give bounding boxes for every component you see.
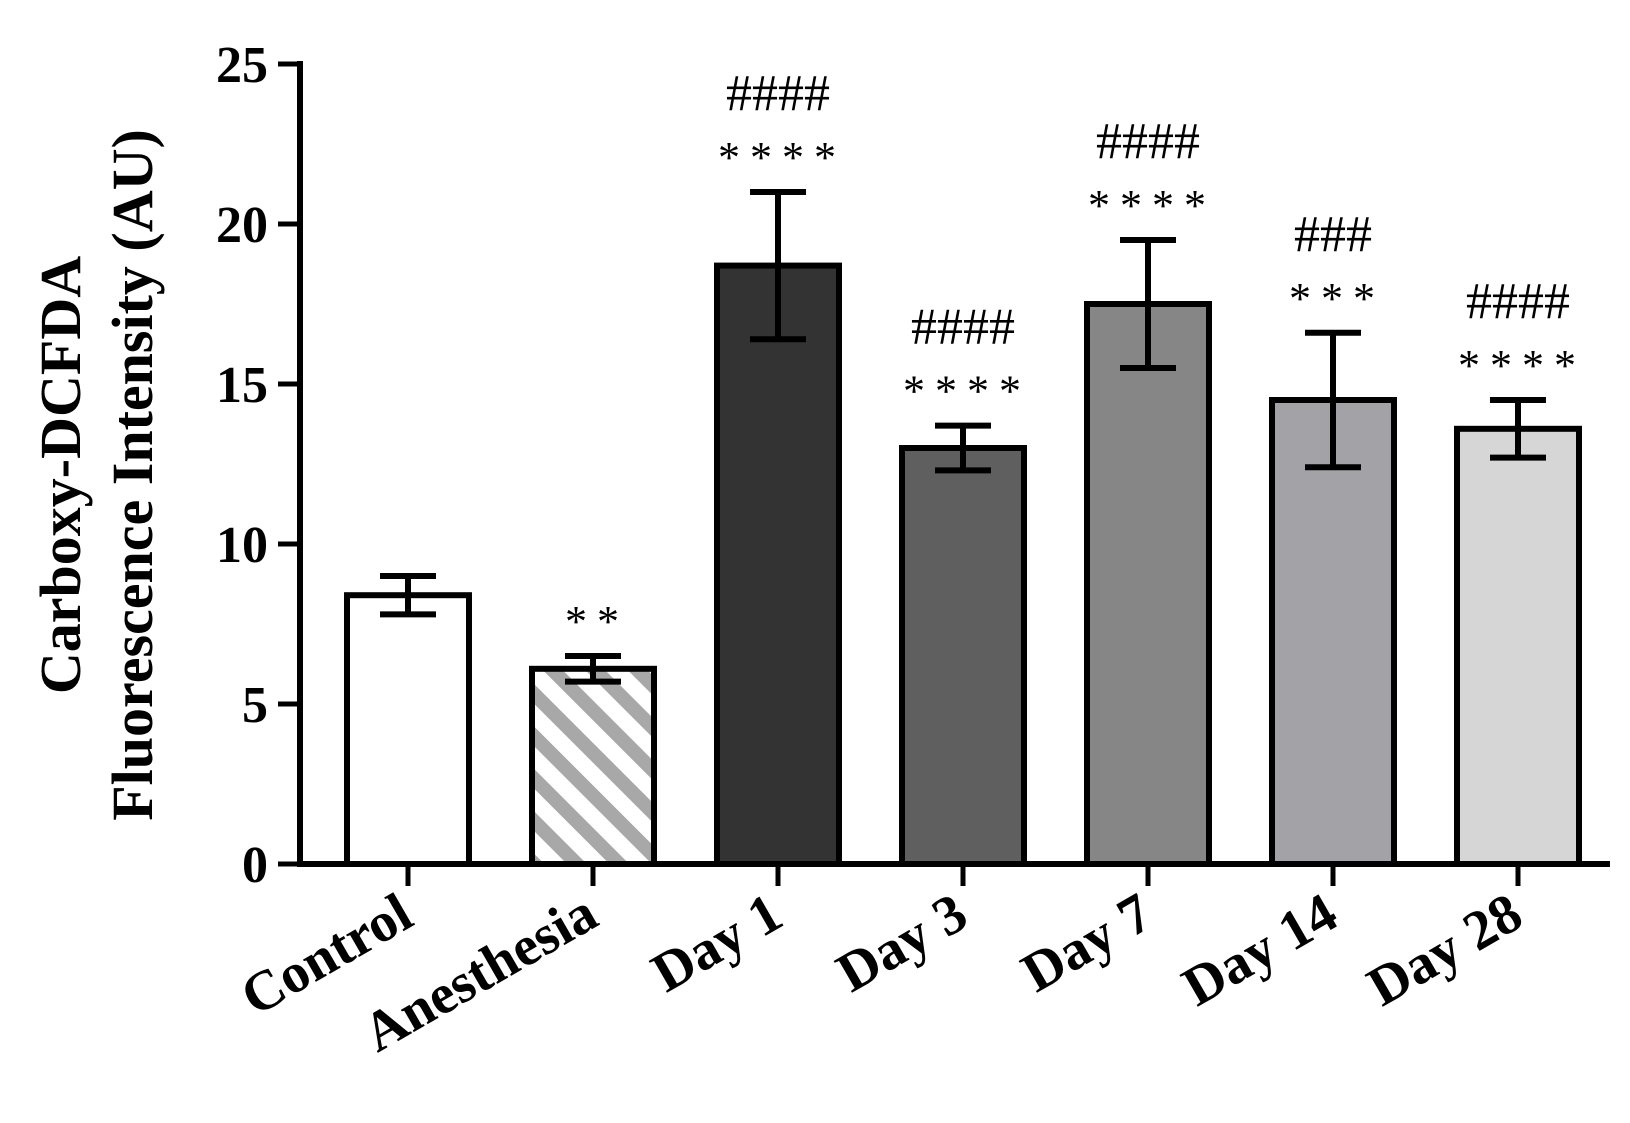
- error-bar-day-14: [1305, 329, 1361, 471]
- y-tick-label: 15: [216, 357, 268, 414]
- y-axis-title-line-1: Carboxy-DCFDA: [28, 256, 93, 694]
- error-bar-day-7: [1120, 237, 1176, 371]
- x-tick-label: Day 14: [1172, 882, 1347, 1019]
- y-tick-label: 10: [216, 517, 268, 574]
- y-tick-label: 20: [216, 197, 268, 254]
- y-axis-title-line-2: Fluorescence Intensity (AU): [100, 129, 165, 821]
- x-tick-label: Day 1: [642, 882, 793, 1005]
- y-tick-label: 5: [242, 677, 268, 734]
- error-bar-day-3: [935, 422, 991, 474]
- bar-day-1: [714, 262, 842, 868]
- x-tick-label: Day 7: [1012, 882, 1163, 1005]
- error-bar-control: [380, 573, 436, 618]
- significance-stars: ***: [1289, 274, 1385, 323]
- bar-anesthesia: [529, 665, 657, 867]
- x-tick-label: Day 28: [1357, 882, 1532, 1019]
- significance-hashes: ####: [1466, 273, 1570, 330]
- error-bars-group: [380, 189, 1546, 685]
- bar-day-28: [1454, 425, 1582, 867]
- significance-hashes: ####: [1096, 113, 1200, 170]
- significance-stars: ****: [718, 133, 846, 182]
- error-bar-anesthesia: [565, 653, 621, 685]
- significance-stars: **: [565, 597, 629, 646]
- significance-stars: ****: [903, 367, 1031, 416]
- axes-group: [297, 61, 1610, 886]
- significance-stars: ****: [1088, 181, 1216, 230]
- bar-control: [344, 592, 472, 867]
- error-bar-day-28: [1490, 397, 1546, 461]
- significance-hashes: ####: [911, 299, 1015, 356]
- bar-day-7: [1084, 301, 1212, 867]
- bar-day-14: [1269, 397, 1397, 867]
- error-bar-day-1: [750, 189, 806, 343]
- x-tick-label: Day 3: [827, 882, 978, 1005]
- significance-stars: ****: [1458, 341, 1586, 390]
- significance-hashes: ####: [726, 65, 830, 122]
- y-tick-label: 0: [242, 837, 268, 894]
- annotations-group: ******####****####****####***###****####: [565, 65, 1586, 646]
- y-ticks-group: 0 5 10 15 20 25: [216, 37, 300, 894]
- bar-day-3: [899, 445, 1027, 867]
- y-tick-label: 25: [216, 37, 268, 94]
- significance-hashes: ###: [1294, 206, 1372, 263]
- y-axis-title: Carboxy-DCFDA Fluorescence Intensity (AU): [28, 129, 165, 821]
